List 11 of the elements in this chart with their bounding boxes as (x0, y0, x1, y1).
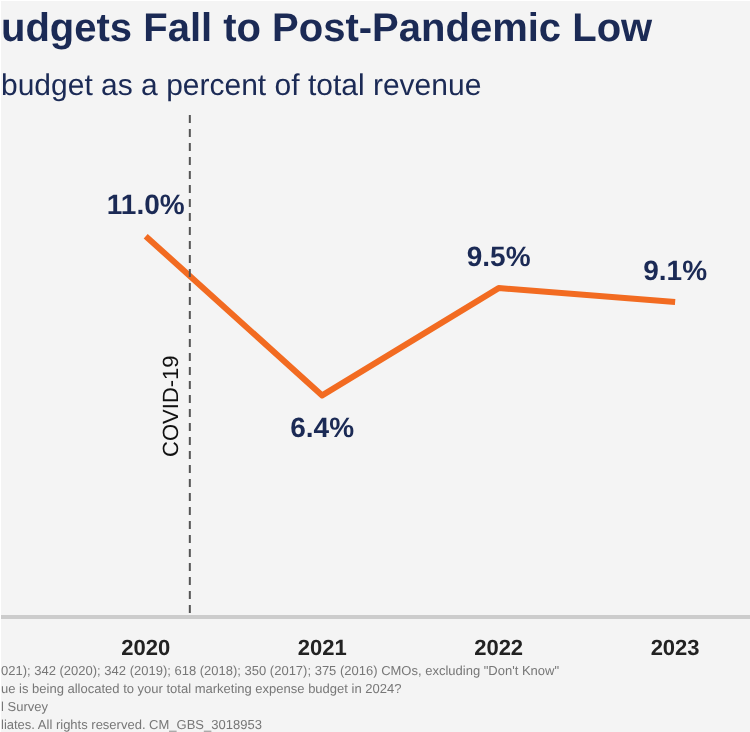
x-tick-label: 2020 (121, 637, 171, 661)
x-tick-label: 2023 (650, 637, 700, 661)
chart-subtitle: budget as a percent of total revenue (1, 69, 482, 103)
x-tick-label: 2022 (474, 637, 524, 661)
ref-line-label: COVID-19 (159, 355, 184, 457)
data-label: 9.5% (466, 240, 532, 273)
chart-title: udgets Fall to Post-Pandemic Low (1, 7, 654, 51)
data-label: 11.0% (106, 188, 186, 221)
data-label: 6.4% (290, 411, 356, 444)
x-tick-label: 2021 (297, 637, 347, 661)
data-label: 9.1% (643, 253, 709, 286)
